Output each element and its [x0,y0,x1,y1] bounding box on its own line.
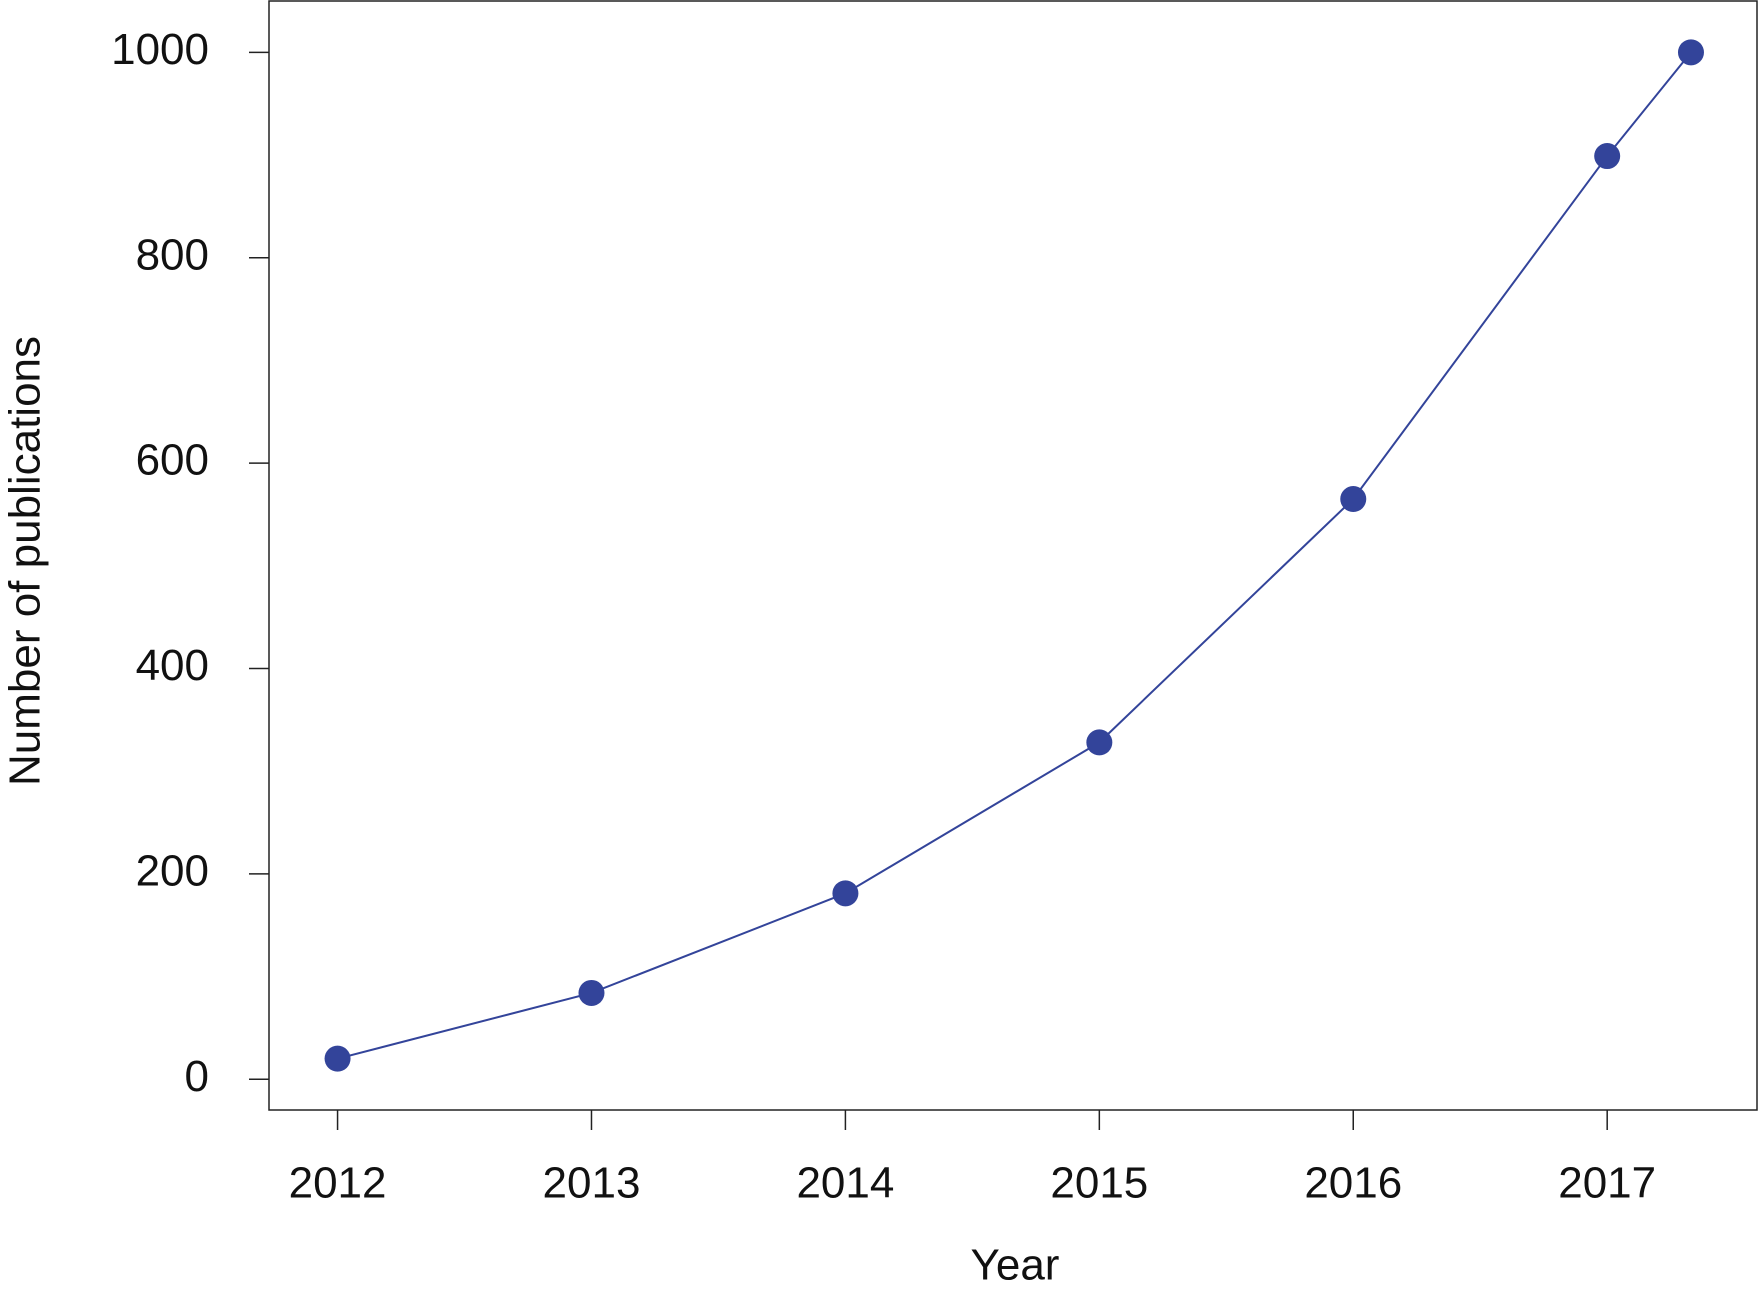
marker [578,979,605,1006]
x-axis-label: Year [971,1241,1060,1290]
y-tick-label: 800 [136,230,209,279]
marker [1086,729,1113,756]
marker [1340,486,1367,513]
x-tick-label: 2014 [796,1159,894,1208]
marker [1677,39,1704,66]
y-tick-label: 600 [136,436,209,485]
x-tick-label: 2017 [1558,1159,1656,1208]
x-tick-label: 2012 [289,1159,387,1208]
marker [1594,143,1621,170]
y-tick-label: 1000 [111,25,209,74]
x-tick-label: 2015 [1050,1159,1148,1208]
y-tick-label: 400 [136,641,209,690]
y-axis-label: Number of publications [1,336,50,786]
marker [324,1045,351,1072]
marker [832,880,859,907]
line [337,51,1692,1060]
plot-frame [268,0,1758,1111]
x-tick-label: 2016 [1304,1159,1402,1208]
x-tick-label: 2013 [543,1159,641,1208]
y-tick-label: 200 [136,846,209,895]
y-tick-label: 0 [185,1052,209,1101]
